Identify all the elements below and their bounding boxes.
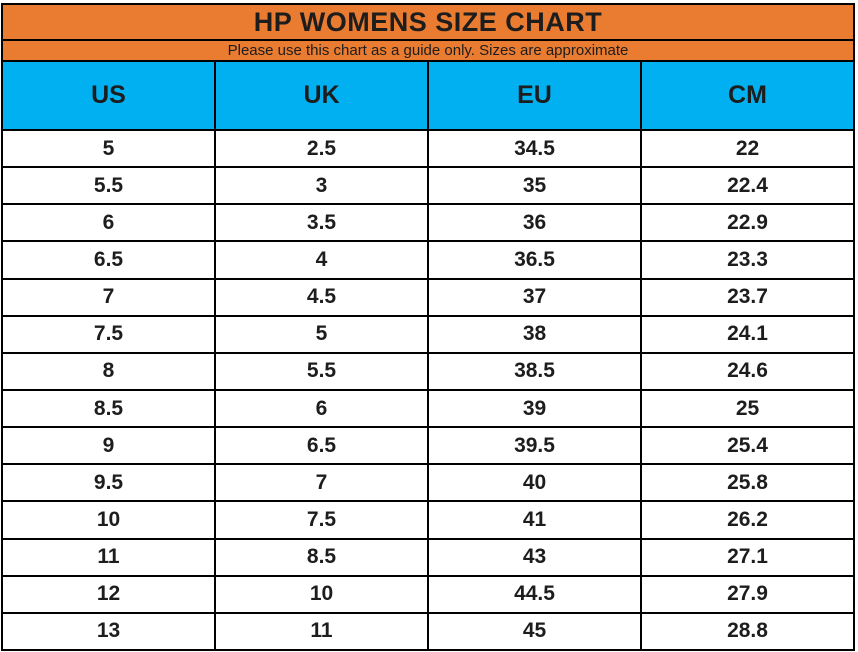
size-cell: 3.5 (214, 203, 429, 243)
size-cell: 8 (1, 351, 216, 391)
table-row: 9 6.5 39.5 25.4 (1, 426, 855, 466)
size-cell: 9.5 (1, 463, 216, 503)
size-cell: 36.5 (427, 240, 642, 280)
table-row: 9.5 7 40 25.8 (1, 463, 855, 503)
column-header-uk: UK (214, 60, 429, 131)
size-cell: 45 (427, 611, 642, 652)
size-cell: 11 (214, 611, 429, 652)
size-chart-table: HP WOMENS SIZE CHART Please use this cha… (1, 3, 855, 652)
size-cell: 41 (427, 500, 642, 540)
size-cell: 13 (1, 611, 216, 652)
table-row: 8 5.5 38.5 24.6 (1, 351, 855, 391)
size-cell: 5 (1, 128, 216, 169)
size-cell: 34.5 (427, 128, 642, 169)
size-cell: 7.5 (1, 314, 216, 354)
size-cell: 39.5 (427, 426, 642, 466)
table-row: 5.5 3 35 22.4 (1, 166, 855, 206)
size-cell: 5 (214, 314, 429, 354)
title-row: HP WOMENS SIZE CHART (1, 3, 855, 41)
column-header-cm: CM (640, 60, 855, 131)
size-cell: 35 (427, 166, 642, 206)
size-cell: 22 (640, 128, 855, 169)
table-row: 12 10 44.5 27.9 (1, 574, 855, 614)
size-cell: 10 (1, 500, 216, 540)
size-cell: 8.5 (1, 388, 216, 429)
chart-subtitle: Please use this chart as a guide only. S… (1, 39, 855, 62)
size-cell: 12 (1, 574, 216, 614)
column-header-row: US UK EU CM (1, 60, 855, 131)
size-cell: 23.3 (640, 240, 855, 280)
size-cell: 6.5 (214, 426, 429, 466)
size-cell: 27.9 (640, 574, 855, 614)
size-cell: 6 (1, 203, 216, 243)
size-cell: 36 (427, 203, 642, 243)
size-chart-sheet: HP WOMENS SIZE CHART Please use this cha… (1, 3, 855, 652)
size-cell: 26.2 (640, 500, 855, 540)
size-cell: 11 (1, 537, 216, 577)
size-cell: 25 (640, 388, 855, 429)
size-cell: 4 (214, 240, 429, 280)
size-cell: 10 (214, 574, 429, 614)
table-row: 8.5 6 39 25 (1, 388, 855, 429)
size-cell: 28.8 (640, 611, 855, 652)
size-cell: 6.5 (1, 240, 216, 280)
size-cell: 3 (214, 166, 429, 206)
size-cell: 44.5 (427, 574, 642, 614)
size-cell: 8.5 (214, 537, 429, 577)
size-cell: 40 (427, 463, 642, 503)
size-cell: 7 (1, 277, 216, 317)
size-table-body: 5 2.5 34.5 22 5.5 3 35 22.4 6 3.5 36 22.9 6.5 4 36.5 23… (1, 128, 855, 652)
size-cell: 5.5 (214, 351, 429, 391)
table-row: 7 4.5 37 23.7 (1, 277, 855, 317)
size-cell: 7.5 (214, 500, 429, 540)
table-row: 7.5 5 38 24.1 (1, 314, 855, 354)
size-cell: 38 (427, 314, 642, 354)
table-row: 6 3.5 36 22.9 (1, 203, 855, 243)
size-cell: 22.4 (640, 166, 855, 206)
size-cell: 25.8 (640, 463, 855, 503)
column-header-us: US (1, 60, 216, 131)
size-cell: 2.5 (214, 128, 429, 169)
table-row: 5 2.5 34.5 22 (1, 128, 855, 169)
subtitle-row: Please use this chart as a guide only. S… (1, 39, 855, 62)
size-cell: 5.5 (1, 166, 216, 206)
size-cell: 25.4 (640, 426, 855, 466)
size-cell: 4.5 (214, 277, 429, 317)
size-cell: 43 (427, 537, 642, 577)
size-cell: 9 (1, 426, 216, 466)
size-cell: 38.5 (427, 351, 642, 391)
size-cell: 24.1 (640, 314, 855, 354)
size-cell: 37 (427, 277, 642, 317)
table-row: 6.5 4 36.5 23.3 (1, 240, 855, 280)
table-row: 13 11 45 28.8 (1, 611, 855, 652)
table-row: 10 7.5 41 26.2 (1, 500, 855, 540)
column-header-eu: EU (427, 60, 642, 131)
size-cell: 23.7 (640, 277, 855, 317)
size-cell: 7 (214, 463, 429, 503)
size-cell: 27.1 (640, 537, 855, 577)
chart-title: HP WOMENS SIZE CHART (1, 3, 855, 41)
table-row: 11 8.5 43 27.1 (1, 537, 855, 577)
size-cell: 24.6 (640, 351, 855, 391)
size-cell: 22.9 (640, 203, 855, 243)
size-cell: 6 (214, 388, 429, 429)
size-cell: 39 (427, 388, 642, 429)
